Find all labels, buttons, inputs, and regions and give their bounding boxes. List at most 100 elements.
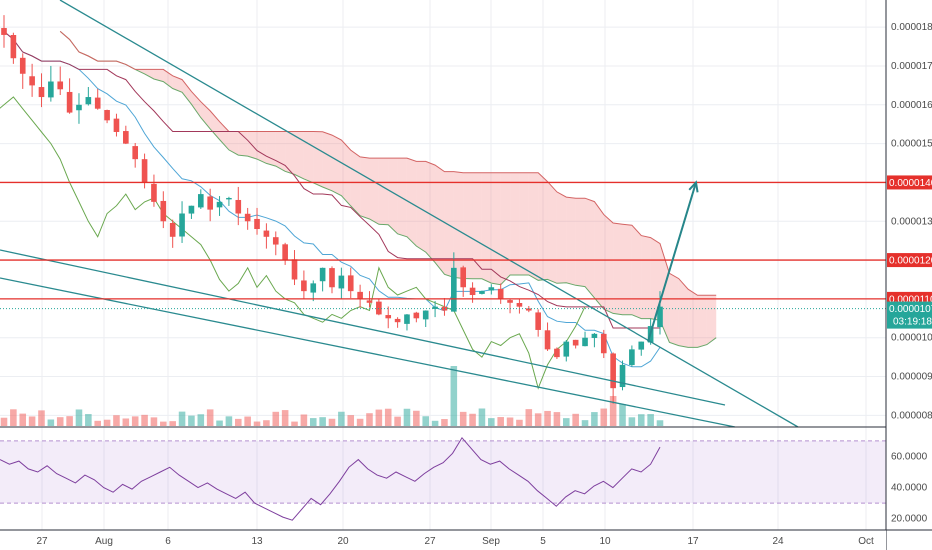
candle-body — [85, 97, 92, 105]
volume-bar — [94, 420, 101, 426]
cloud-segment — [378, 158, 389, 225]
volume-bar — [544, 410, 551, 426]
candle-body — [263, 230, 270, 237]
volume-bar — [572, 413, 579, 426]
volume-bar — [600, 408, 608, 426]
volume-bar — [413, 410, 420, 426]
candle-body — [563, 341, 570, 357]
candle-body — [338, 275, 345, 289]
price-tags: 0.00001400 0.00001200 0.000011000.00001075… — [887, 175, 932, 329]
cloud-segment — [360, 156, 370, 220]
candle-body — [497, 288, 504, 299]
price-tick-label: 0.00001600 — [891, 100, 932, 111]
volume-bar — [103, 419, 111, 426]
volume-bar — [647, 414, 654, 426]
candle-body — [235, 199, 242, 214]
volume-bar — [235, 418, 242, 426]
cloud-segment — [425, 161, 436, 263]
cloud-segment — [519, 172, 529, 276]
price-tick-label: 0.00000900 — [891, 372, 932, 383]
lower-trendline-1[interactable] — [0, 249, 726, 406]
volume-bar — [169, 421, 176, 426]
candle-body — [610, 353, 616, 389]
volume-bar — [422, 416, 429, 426]
date-tick-label: Oct — [858, 536, 874, 547]
volume-bar — [506, 417, 514, 426]
cloud-segment — [332, 135, 342, 196]
cloud-segment — [594, 201, 604, 310]
candle-body — [357, 291, 363, 299]
countdown-label: 03:19:18 — [893, 317, 932, 328]
cloud-segment — [369, 158, 379, 225]
volume-bar — [122, 418, 130, 426]
cloud-segment — [491, 172, 501, 285]
cloud-segment — [257, 131, 267, 164]
date-axis[interactable] — [0, 530, 886, 550]
rsi-pane — [0, 436, 886, 521]
level-tag-label: 0.00001200 — [889, 256, 932, 267]
cloud-segment — [547, 181, 557, 284]
cloud-segment — [481, 172, 492, 284]
volume-bar — [656, 420, 664, 426]
volume-bar — [113, 415, 120, 426]
volume-bar — [150, 417, 158, 426]
arrow-shaft[interactable] — [647, 182, 697, 342]
candle-body — [76, 104, 82, 111]
candle-body — [460, 267, 467, 288]
cloud-segment — [641, 235, 651, 319]
volume-bar — [38, 410, 45, 426]
candle-body — [94, 97, 101, 109]
cloud-segment — [613, 222, 623, 315]
date-tick-label: 20 — [337, 536, 349, 547]
cloud-segment — [556, 191, 567, 284]
volume-bar — [431, 420, 439, 426]
volume-bar — [0, 417, 8, 426]
upper-trendline[interactable] — [59, 0, 799, 428]
candle-body — [394, 318, 401, 323]
candle-body — [619, 364, 626, 388]
cloud-segment — [388, 158, 398, 234]
cloud-segment — [622, 224, 632, 315]
candle-body — [404, 314, 410, 324]
cloud-segment — [631, 225, 642, 319]
candle-body — [432, 306, 438, 309]
candle-body — [554, 348, 560, 358]
cloud-segment — [510, 172, 520, 276]
cloud-segment — [669, 273, 679, 346]
candle-body — [319, 267, 326, 282]
candle-body — [629, 349, 635, 366]
volume-bar — [28, 416, 36, 426]
volume-bar — [272, 411, 280, 426]
level-tag — [887, 253, 932, 268]
volume-bars — [0, 366, 664, 426]
volume-bar — [366, 413, 373, 426]
date-tick-label: 5 — [540, 536, 546, 547]
cloud-segment — [406, 158, 417, 247]
candle-body — [197, 194, 204, 208]
candle-body — [301, 280, 307, 292]
cloud-segment — [500, 172, 511, 285]
cloud-segment — [313, 131, 323, 187]
cloud-segment — [219, 121, 229, 150]
rsi-band — [0, 440, 886, 504]
candle-body — [207, 196, 213, 210]
candle-body — [244, 213, 251, 222]
candle-body — [179, 213, 185, 237]
arrow-head — [688, 180, 699, 193]
date-tick-label: 17 — [687, 536, 699, 547]
volume-bar — [609, 396, 617, 426]
candle-body — [451, 267, 457, 312]
cloud-segment — [285, 131, 295, 175]
cloud-segment — [706, 295, 717, 345]
projection-arrow — [647, 180, 699, 342]
candle-body — [507, 300, 513, 303]
lower-trendline-2[interactable] — [0, 277, 736, 428]
candle-body — [123, 131, 129, 144]
cloud-segment — [200, 101, 211, 129]
candle-body — [413, 312, 420, 319]
candle-body — [469, 287, 476, 296]
volume-bar — [525, 409, 533, 426]
candle-body — [1, 28, 7, 35]
price-tick-label: 0.00001800 — [891, 22, 932, 33]
